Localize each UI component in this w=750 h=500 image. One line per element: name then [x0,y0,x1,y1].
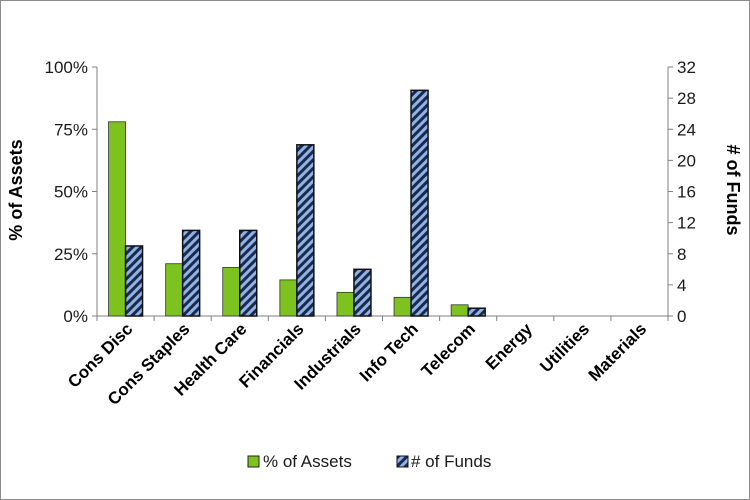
left-tick-label: 100% [45,58,88,77]
legend-label-funds: # of Funds [411,452,491,471]
bar-assets [165,263,184,317]
right-tick-label: 4 [677,276,686,295]
right-axis-ticks: 0 4 8 12 16 20 24 28 32 [668,58,696,326]
legend-swatch-assets [247,455,260,468]
right-tick-label: 20 [677,151,696,170]
legend-label-assets: % of Assets [263,452,352,471]
left-tick-label: 50% [54,183,88,202]
bar-assets [279,279,298,317]
bar-funds [239,229,258,317]
left-axis-ticks: 0% 25% 50% 75% 100% [45,58,97,326]
right-tick-label: 16 [677,183,696,202]
left-tick-label: 0% [63,307,88,326]
right-tick-label: 28 [677,89,696,108]
category-label: Utilities [536,319,593,376]
category-label: Materials [585,319,651,385]
bars [108,89,486,317]
category-label: Info Tech [356,319,422,385]
left-tick-label: 25% [54,245,88,264]
right-tick-label: 8 [677,245,686,264]
bar-funds [467,307,486,317]
right-tick-label: 0 [677,307,686,326]
category-label: Energy [482,319,537,374]
right-axis-title: # of Funds [723,145,743,236]
bar-funds [124,245,144,317]
category-label: Telecom [418,319,479,380]
bar-funds [296,144,315,317]
bar-assets [450,304,469,317]
bar-assets [108,121,126,317]
bar-assets [393,296,412,317]
legend-swatch-funds [396,455,409,468]
bar-funds [410,89,429,317]
right-tick-label: 24 [677,120,696,139]
left-axis-title: % of Assets [6,139,26,240]
right-tick-label: 12 [677,214,696,233]
bar-funds [353,268,372,317]
right-tick-label: 32 [677,58,696,77]
bar-funds [181,229,201,317]
left-tick-label: 75% [54,120,88,139]
bar-assets [222,267,241,317]
bar-assets [336,291,355,317]
legend: % of Assets # of Funds [247,452,491,471]
